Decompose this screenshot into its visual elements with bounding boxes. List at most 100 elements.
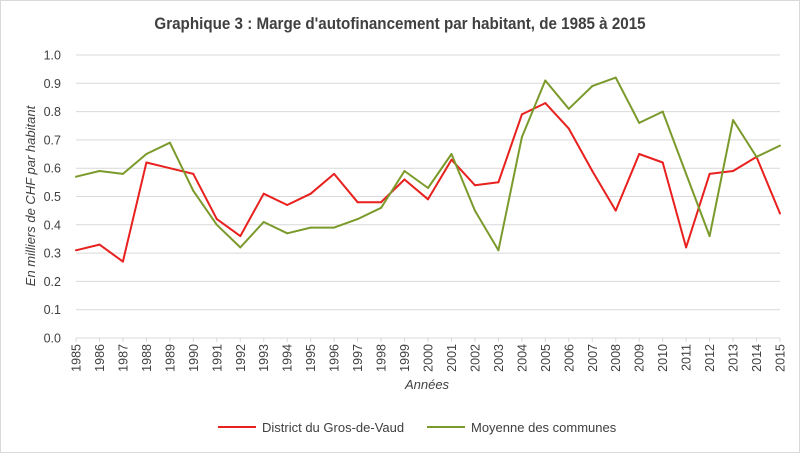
x-axis-label: Années [404,377,450,392]
district-point-1996 [333,172,336,175]
district-point-1990 [192,172,195,175]
x-tick-label: 1998 [375,344,389,372]
x-tick-label: 2013 [727,344,741,372]
x-tick-label: 2005 [539,344,553,372]
moyenne-point-2007 [591,85,594,88]
district-point-2005 [544,102,547,105]
district-point-1993 [262,192,265,195]
x-tick-label: 2002 [468,344,482,372]
series-line-district [75,102,781,263]
moyenne-point-1997 [356,218,359,221]
moyenne-point-1994 [286,232,289,235]
moyenne-point-1986 [98,170,101,172]
district-point-2007 [591,170,594,172]
district-point-2010 [661,161,664,164]
y-tick-label: 0.2 [44,275,61,289]
district-point-1987 [121,260,124,263]
district-point-2000 [427,198,429,201]
district-point-2008 [614,209,617,212]
district-point-1989 [168,167,171,170]
x-tick-label: 1990 [187,344,201,372]
moyenne-point-1988 [145,153,148,155]
district-point-2015 [779,212,781,215]
x-tick-label: 1993 [257,344,271,372]
y-tick-label: 0.6 [44,162,61,176]
moyenne-point-1995 [309,226,312,229]
district-point-1997 [356,201,359,204]
district-point-1986 [98,243,101,246]
moyenne-point-2005 [544,79,547,82]
moyenne-point-1991 [215,223,218,226]
x-tick-label: 1988 [140,344,154,372]
moyenne-point-2004 [520,136,523,139]
y-tick-label: 0.3 [44,247,61,261]
district-point-2002 [473,184,476,187]
district-point-2003 [497,181,500,184]
moyenne-point-1993 [262,221,265,223]
x-tick-label: 2010 [656,344,670,372]
x-tick-label: 1992 [234,344,248,372]
grid-lines [76,54,780,339]
x-tick-label: 1989 [163,344,177,372]
y-tick-label: 1.0 [44,49,61,63]
district-point-1998 [380,201,383,204]
x-tick-label: 1985 [70,344,84,372]
district-point-1991 [215,218,218,221]
district-point-1999 [403,178,406,181]
district-point-2011 [685,246,688,249]
moyenne-point-2012 [708,235,711,238]
x-tick-label: 2003 [492,344,506,372]
moyenne-point-2014 [755,155,758,158]
district-point-1994 [286,204,289,206]
district-point-1985 [75,249,77,252]
x-tick-label: 1994 [281,344,295,372]
x-tick-label: 2006 [562,344,576,372]
y-tick-label: 0.9 [44,77,61,91]
moyenne-point-1989 [168,141,171,144]
legend-label-district: District du Gros-de-Vaud [262,419,405,435]
district-point-2012 [708,172,711,175]
moyenne-point-1990 [192,189,195,192]
district-point-2001 [450,158,453,161]
x-tick-labels: 1985 1986 1987 1988 1989 1990 1991 1992 1993 1994… [70,338,788,372]
y-tick-label: 0.0 [44,332,61,346]
x-tick-label: 2000 [422,344,436,372]
district-point-2006 [567,127,570,130]
moyenne-point-2006 [567,107,570,110]
x-tick-label: 1997 [351,344,365,372]
legend-item-moyenne: Moyenne des communes [427,416,616,438]
moyenne-point-2010 [661,110,664,113]
moyenne-point-2009 [638,121,641,124]
moyenne-point-1996 [333,226,336,229]
x-tick-label: 1999 [398,344,412,372]
y-tick-label: 0.5 [44,190,61,204]
district-point-2013 [732,170,735,172]
moyenne-point-1987 [121,172,124,175]
y-tick-label: 0.7 [44,133,61,147]
moyenne-point-2003 [497,249,500,252]
x-tick-label: 2007 [586,344,600,372]
district-point-1992 [239,235,242,238]
x-tick-label: 2001 [445,344,459,372]
moyenne-point-2011 [685,172,688,175]
x-tick-label: 2014 [750,344,764,372]
x-tick-label: 1995 [304,344,318,372]
district-point-2004 [520,113,523,116]
legend-item-district: District du Gros-de-Vaud [218,416,404,438]
y-tick-label: 0.8 [44,105,61,119]
district-point-1988 [145,161,148,164]
moyenne-point-2002 [473,209,476,212]
x-tick-label: 1986 [93,344,107,372]
chart-title: Graphique 3 : Marge d'autofinancement pa… [154,15,646,33]
moyenne-point-1998 [380,206,383,209]
legend-swatch-district [218,426,256,428]
moyenne-point-1985 [75,175,77,178]
y-tick-labels: 0.0 0.1 0.2 0.3 0.4 0.5 0.6 0.7 0.8 0.9 1.0 [44,49,61,346]
moyenne-point-2001 [450,153,453,155]
moyenne-point-1999 [403,170,406,172]
x-tick-label: 2011 [680,344,694,371]
legend-swatch-moyenne [427,426,465,428]
moyenne-point-2000 [427,187,429,189]
